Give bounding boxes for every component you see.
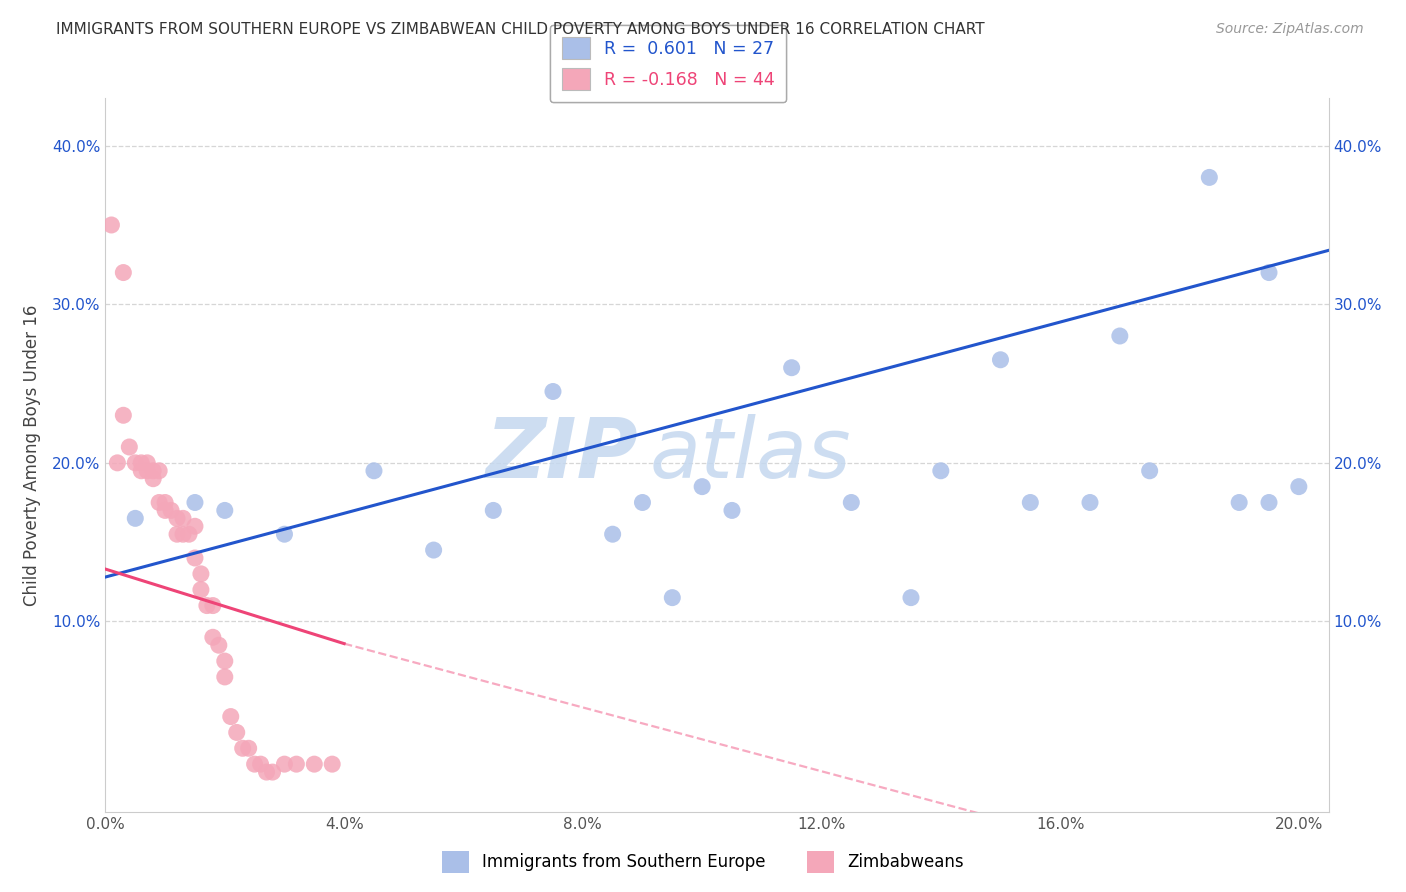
Point [184, 519, 207, 533]
Point [172, 527, 194, 541]
Point [1258, 266, 1281, 280]
Point [232, 741, 254, 756]
Point [214, 670, 236, 684]
Point [929, 464, 952, 478]
Point [243, 757, 266, 772]
Point [249, 757, 271, 772]
Point [142, 464, 165, 478]
Point [153, 495, 176, 509]
Point [153, 503, 176, 517]
Point [105, 456, 128, 470]
Point [142, 472, 165, 486]
Point [363, 464, 385, 478]
Point [219, 709, 242, 723]
Point [208, 638, 231, 652]
Text: Source: ZipAtlas.com: Source: ZipAtlas.com [1216, 22, 1364, 37]
Point [1258, 495, 1281, 509]
Point [225, 725, 247, 739]
Point [990, 352, 1012, 367]
Point [321, 757, 343, 772]
Point [172, 511, 194, 525]
Point [190, 566, 212, 581]
Point [1078, 495, 1101, 509]
Point [661, 591, 683, 605]
Point [1198, 170, 1220, 185]
Point [238, 741, 260, 756]
Point [136, 464, 159, 478]
Point [541, 384, 564, 399]
Point [148, 495, 170, 509]
Y-axis label: Child Poverty Among Boys Under 16: Child Poverty Among Boys Under 16 [22, 304, 41, 606]
Point [631, 495, 654, 509]
Point [721, 503, 744, 517]
Point [129, 464, 152, 478]
Text: ZIP: ZIP [485, 415, 637, 495]
Point [900, 591, 922, 605]
Text: atlas: atlas [650, 415, 852, 495]
Point [304, 757, 326, 772]
Legend: Immigrants from Southern Europe, Zimbabweans: Immigrants from Southern Europe, Zimbabw… [436, 845, 970, 880]
Point [256, 765, 278, 780]
Point [201, 630, 224, 644]
Point [602, 527, 624, 541]
Point [201, 599, 224, 613]
Point [118, 440, 141, 454]
Point [129, 456, 152, 470]
Point [124, 456, 146, 470]
Point [166, 511, 188, 525]
Point [112, 409, 135, 423]
Point [690, 480, 713, 494]
Point [190, 582, 212, 597]
Legend: R =  0.601   N = 27, R = -0.168   N = 44: R = 0.601 N = 27, R = -0.168 N = 44 [550, 25, 786, 103]
Point [1288, 480, 1310, 494]
Point [1139, 464, 1161, 478]
Point [839, 495, 862, 509]
Point [273, 757, 295, 772]
Point [262, 765, 284, 780]
Point [148, 464, 170, 478]
Point [482, 503, 505, 517]
Point [124, 511, 146, 525]
Text: IMMIGRANTS FROM SOUTHERN EUROPE VS ZIMBABWEAN CHILD POVERTY AMONG BOYS UNDER 16 : IMMIGRANTS FROM SOUTHERN EUROPE VS ZIMBA… [56, 22, 984, 37]
Point [285, 757, 308, 772]
Point [184, 495, 207, 509]
Point [177, 527, 200, 541]
Point [422, 543, 444, 558]
Point [1019, 495, 1042, 509]
Point [195, 599, 218, 613]
Point [100, 218, 122, 232]
Point [780, 360, 803, 375]
Point [214, 503, 236, 517]
Point [112, 266, 135, 280]
Point [214, 654, 236, 668]
Point [273, 527, 295, 541]
Point [184, 551, 207, 566]
Point [1108, 329, 1130, 343]
Point [136, 456, 159, 470]
Point [166, 527, 188, 541]
Point [160, 503, 183, 517]
Point [1227, 495, 1250, 509]
